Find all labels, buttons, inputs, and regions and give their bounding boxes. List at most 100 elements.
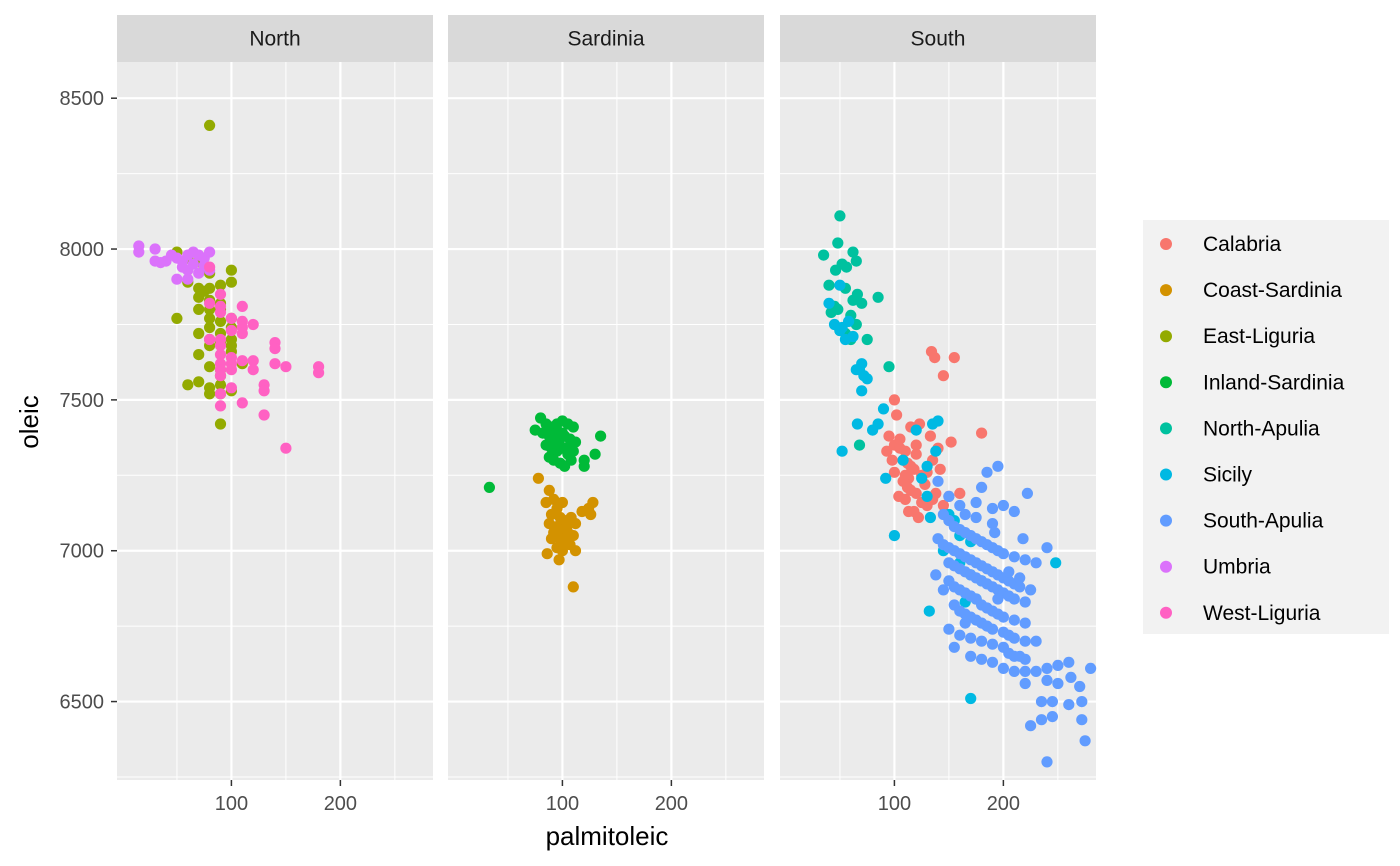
point-south-apulia <box>986 638 999 650</box>
legend-label: Calabria <box>1203 233 1282 256</box>
point-coast-sardinia <box>585 508 597 521</box>
points-sardinia <box>483 412 607 593</box>
point-south-apulia <box>948 641 960 653</box>
y-tick-label: 7500 <box>60 390 105 412</box>
point-south-apulia <box>1019 596 1031 608</box>
legend-item-coast-sardinia: Coast-Sardinia <box>1160 279 1342 302</box>
point-west-liguria <box>269 358 281 370</box>
point-calabria <box>891 409 903 421</box>
point-calabria <box>948 352 960 364</box>
legend-item-inland-sardinia: Inland-Sardinia <box>1160 371 1345 394</box>
point-west-liguria <box>214 370 227 382</box>
point-inland-sardinia <box>556 415 569 427</box>
point-inland-sardinia <box>565 454 577 466</box>
point-calabria <box>934 463 946 475</box>
point-south-apulia <box>1063 656 1075 668</box>
point-calabria <box>899 493 911 505</box>
point-south-apulia <box>1017 533 1029 545</box>
point-umbria <box>171 273 183 285</box>
point-south-apulia <box>997 499 1010 512</box>
legend-item-north-apulia: North-Apulia <box>1160 417 1320 440</box>
point-south-apulia <box>1008 593 1020 605</box>
point-south-apulia <box>943 623 955 635</box>
facet-strip-label: South <box>911 28 966 51</box>
point-sicily <box>861 373 873 385</box>
legend-label: West-Liguria <box>1203 602 1321 625</box>
point-south-apulia <box>970 511 982 524</box>
point-south-apulia <box>1046 711 1058 723</box>
point-east-liguria <box>193 349 205 361</box>
point-east-liguria <box>182 379 194 391</box>
point-north-apulia <box>818 249 830 261</box>
x-tick-label: 100 <box>215 793 248 815</box>
point-calabria <box>888 466 901 478</box>
point-south-apulia <box>970 496 982 509</box>
legend-item-umbria: Umbria <box>1160 556 1271 579</box>
x-tick-label: 200 <box>987 793 1020 815</box>
legend-key <box>1160 606 1172 619</box>
point-sicily <box>856 385 868 397</box>
point-south-apulia <box>1008 614 1020 626</box>
y-axis-title: oleic <box>14 395 44 448</box>
point-south-apulia <box>959 508 971 521</box>
point-calabria <box>908 463 920 475</box>
point-inland-sardinia <box>567 421 579 433</box>
point-east-liguria <box>193 291 205 303</box>
point-south-apulia <box>1019 653 1031 665</box>
point-inland-sardinia <box>483 481 495 493</box>
point-north-apulia <box>832 237 844 249</box>
point-south-apulia <box>1041 542 1053 554</box>
point-sicily <box>839 333 852 346</box>
legend-label: Umbria <box>1203 556 1271 579</box>
point-south-apulia <box>1030 557 1042 569</box>
facet-strip-label: North <box>249 28 300 51</box>
point-west-liguria <box>280 442 292 454</box>
point-sicily <box>924 511 937 524</box>
point-coast-sardinia <box>543 484 555 496</box>
point-umbria <box>182 273 194 285</box>
point-south-apulia <box>986 656 999 668</box>
point-south-apulia <box>986 623 999 635</box>
point-south-apulia <box>997 548 1010 560</box>
point-south-apulia <box>1041 674 1053 687</box>
point-south-apulia <box>932 475 944 487</box>
point-east-liguria <box>204 312 216 324</box>
point-sicily <box>897 454 909 466</box>
point-sicily <box>923 605 935 617</box>
point-south-apulia <box>1052 659 1064 672</box>
point-umbria <box>133 246 145 258</box>
point-south-apulia <box>1008 632 1020 644</box>
point-west-liguria <box>236 300 248 312</box>
point-south-apulia <box>989 527 1001 539</box>
point-east-liguria <box>204 119 216 131</box>
y-tick-label: 7000 <box>60 541 105 563</box>
legend-key <box>1160 468 1172 481</box>
point-south-apulia <box>976 653 988 665</box>
point-west-liguria <box>214 288 227 300</box>
point-south-apulia <box>930 569 942 581</box>
point-east-liguria <box>204 321 216 334</box>
point-west-liguria <box>214 400 227 412</box>
point-south-apulia <box>1003 566 1015 578</box>
point-north-apulia <box>830 264 842 276</box>
point-calabria <box>888 394 901 406</box>
point-south-apulia <box>965 650 977 662</box>
axes: palmitoleic oleic 100 200 100 200 100 200 6500… <box>14 88 1020 851</box>
point-south-apulia <box>1008 665 1020 678</box>
point-east-liguria <box>193 303 205 315</box>
point-sicily <box>834 324 846 337</box>
point-north-apulia <box>861 333 873 346</box>
facet-panel-sardinia: Sardinia <box>448 15 764 780</box>
point-east-liguria <box>204 388 216 400</box>
point-sicily <box>921 460 933 472</box>
point-calabria <box>894 433 906 445</box>
point-north-apulia <box>847 294 859 306</box>
point-south-apulia <box>1008 551 1020 563</box>
point-north-apulia <box>834 210 846 222</box>
point-calabria <box>910 439 922 451</box>
point-west-liguria <box>204 333 216 346</box>
point-coast-sardinia <box>532 472 545 484</box>
legend-key <box>1160 376 1172 389</box>
point-west-liguria <box>313 367 325 379</box>
point-coast-sardinia <box>561 521 573 533</box>
